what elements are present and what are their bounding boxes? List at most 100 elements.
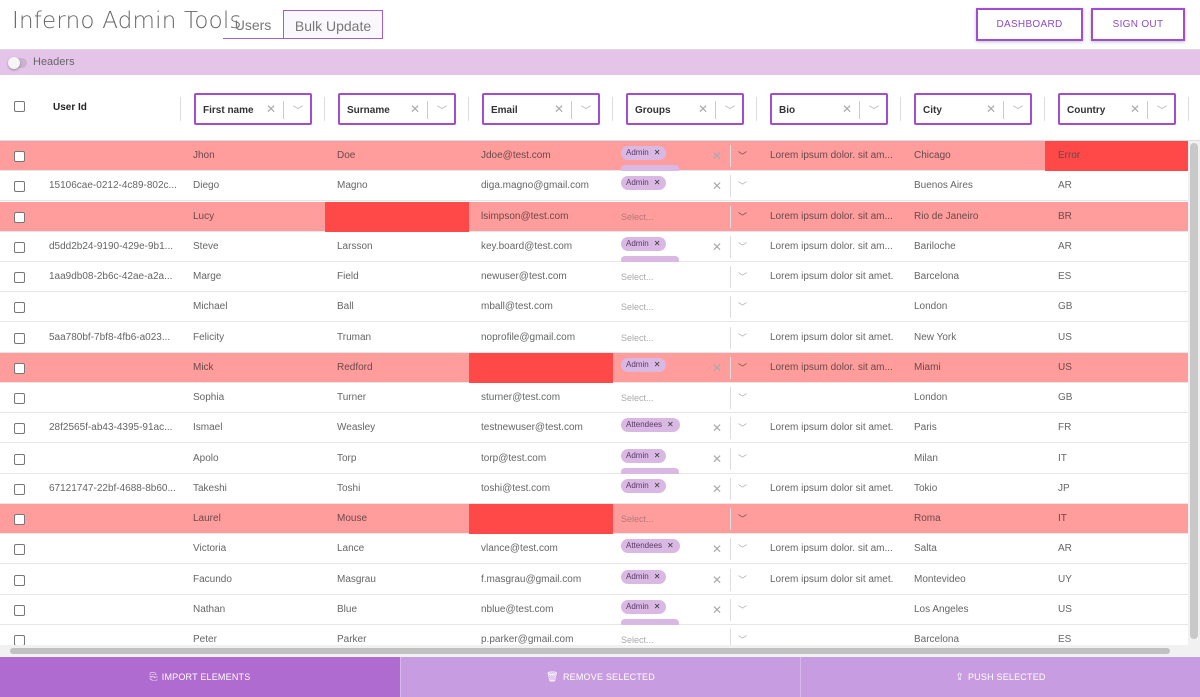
cell-bio[interactable]: Lorem ipsum dolor. sit am... [770, 362, 893, 373]
cell-bio[interactable]: Lorem ipsum dolor. sit am... [770, 543, 893, 554]
cell-city[interactable]: Tokio [914, 483, 938, 494]
cell-surname[interactable]: Field [337, 271, 359, 282]
cell-first-name[interactable]: Mick [193, 362, 214, 373]
cell-groups[interactable]: Admin ✕ ✕ [613, 171, 730, 201]
remove-chip-icon[interactable]: ✕ [667, 541, 674, 550]
cell-first-name[interactable]: Lucy [193, 211, 215, 222]
clear-icon[interactable]: ✕ [697, 102, 708, 116]
clear-icon[interactable]: ✕ [712, 179, 723, 193]
table-row[interactable]: Peter Parker p.parker@gmail.com Select... ﹀ B… [0, 625, 1188, 645]
chevron-down-icon[interactable]: ﹀ [738, 272, 748, 282]
cell-first-name[interactable]: Jhon [193, 150, 215, 161]
cell-groups[interactable]: Select... [613, 323, 730, 353]
chevron-down-icon[interactable]: ﹀ [738, 181, 748, 191]
cell-city[interactable]: Barcelona [914, 271, 960, 282]
cell-country[interactable]: US [1058, 604, 1072, 615]
table-row[interactable]: Victoria Lance vlance@test.com Attendees ✕ ✕ ﹀… [0, 534, 1188, 564]
cell-city[interactable]: Rio de Janeiro [914, 211, 979, 222]
select-all-checkbox[interactable] [14, 101, 25, 112]
clear-icon[interactable]: ✕ [712, 573, 723, 587]
chevron-down-icon[interactable]: ﹀ [738, 363, 748, 373]
cell-surname[interactable]: Ball [337, 301, 354, 312]
cell-bio[interactable]: Lorem ipsum dolor sit amet. [770, 483, 894, 494]
cell-groups[interactable]: Admin ✕ ✕ [613, 444, 730, 474]
cell-city[interactable]: Bariloche [914, 241, 956, 252]
cell-surname[interactable]: Redford [337, 362, 373, 373]
cell-first-name[interactable]: Sophia [193, 392, 225, 403]
scrollbar-thumb[interactable] [1190, 143, 1198, 639]
cell-bio[interactable]: Lorem ipsum dolor sit amet. [770, 422, 894, 433]
clear-icon[interactable]: ✕ [712, 603, 723, 617]
push-selected-button[interactable]: ⇪ PUSH SELECTED [800, 657, 1200, 697]
cell-bio[interactable]: Lorem ipsum dolor. sit am... [770, 211, 893, 222]
filter-email[interactable]: Email ✕ ﹀ [482, 93, 600, 125]
chevron-down-icon[interactable]: ﹀ [738, 242, 748, 252]
cell-city[interactable]: Salta [914, 543, 937, 554]
cell-email[interactable]: sturner@test.com [481, 392, 561, 403]
cell-country[interactable]: FR [1058, 422, 1072, 433]
cell-first-name[interactable]: Felicity [193, 332, 225, 343]
table-row[interactable]: Jhon Doe Jdoe@test.com Admin ✕ ✕ ﹀ Lorem ipsum … [0, 141, 1188, 171]
tab-bulk-update[interactable]: Bulk Update [283, 10, 383, 39]
chevron-down-icon[interactable]: ﹀ [725, 106, 735, 117]
cell-groups[interactable]: Admin ✕ ✕ [613, 232, 730, 262]
remove-chip-icon[interactable]: ✕ [653, 360, 661, 369]
filter-surname[interactable]: Surname ✕ ﹀ [338, 93, 456, 125]
cell-surname[interactable]: Magno [337, 180, 368, 191]
cell-country[interactable]: AR [1058, 241, 1072, 252]
cell-surname[interactable]: Weasley [337, 422, 376, 433]
cell-first-name[interactable]: Ismael [193, 422, 223, 433]
table-row[interactable]: Sophia Turner sturner@test.com Select... ﹀ Lo… [0, 383, 1188, 413]
table-row[interactable]: Michael Ball mball@test.com Select... ﹀ Londo… [0, 292, 1188, 322]
table-row[interactable]: 28f2565f-ab43-4395-91ac... Ismael Weasley t… [0, 413, 1188, 443]
cell-first-name[interactable]: Peter [193, 634, 217, 645]
cell-city[interactable]: Miami [914, 362, 941, 373]
cell-first-name[interactable]: Steve [193, 241, 219, 252]
clear-icon[interactable]: ✕ [712, 240, 723, 254]
import-elements-button[interactable]: ⎘ IMPORT ELEMENTS [0, 657, 400, 697]
cell-email[interactable]: testnewuser@test.com [481, 422, 583, 433]
row-checkbox[interactable] [14, 484, 25, 495]
cell-surname[interactable]: Mouse [337, 513, 368, 524]
cell-city[interactable]: Paris [914, 422, 937, 433]
cell-bio[interactable] [770, 292, 898, 322]
cell-country[interactable]: US [1058, 362, 1072, 373]
cell-city[interactable]: Barcelona [914, 634, 960, 645]
cell-first-name[interactable]: Diego [193, 180, 220, 191]
cell-country[interactable]: IT [1058, 453, 1067, 464]
remove-chip-icon[interactable]: ✕ [653, 239, 661, 248]
cell-email[interactable]: key.board@test.com [481, 241, 573, 252]
cell-surname[interactable]: Truman [337, 332, 372, 343]
chevron-down-icon[interactable]: ﹀ [293, 106, 303, 117]
remove-chip-icon[interactable]: ✕ [653, 178, 661, 187]
row-checkbox[interactable] [14, 181, 25, 192]
cell-city[interactable]: Buenos Aires [914, 180, 973, 191]
table-row[interactable]: 15106cae-0212-4c89-802c... Diego Magno diga… [0, 171, 1188, 201]
row-checkbox[interactable] [14, 635, 25, 645]
table-row[interactable]: Nathan Blue nblue@test.com Admin ✕ ✕ ﹀ Los Ange… [0, 595, 1188, 625]
chevron-down-icon[interactable]: ﹀ [581, 106, 591, 117]
row-checkbox[interactable] [14, 454, 25, 465]
table-row[interactable]: Apolo Torp torp@test.com Admin ✕ ✕ ﹀ Milan IT [0, 444, 1188, 474]
cell-groups[interactable]: Select... [613, 383, 730, 413]
cell-groups[interactable]: Select... [613, 202, 730, 232]
cell-groups[interactable]: Admin ✕ ✕ [613, 474, 730, 504]
cell-first-name[interactable]: Apolo [193, 453, 219, 464]
cell-country[interactable]: AR [1058, 543, 1072, 554]
cell-city[interactable]: Roma [914, 513, 941, 524]
cell-city[interactable]: London [914, 301, 948, 312]
chevron-down-icon[interactable]: ﹀ [1157, 106, 1167, 117]
cell-country[interactable]: BR [1058, 211, 1072, 222]
cell-city[interactable]: Chicago [914, 150, 951, 161]
clear-icon[interactable]: ✕ [265, 102, 276, 116]
row-checkbox[interactable] [14, 363, 25, 374]
clear-icon[interactable]: ✕ [985, 102, 996, 116]
clear-icon[interactable]: ✕ [712, 361, 723, 375]
chevron-down-icon[interactable]: ﹀ [738, 484, 748, 494]
clear-icon[interactable]: ✕ [712, 542, 723, 556]
clear-icon[interactable]: ✕ [841, 102, 852, 116]
table-row[interactable]: 1aa9db08-2b6c-42ae-a2a... Marge Field newus… [0, 262, 1188, 292]
clear-icon[interactable]: ✕ [1129, 102, 1140, 116]
cell-city[interactable]: Montevideo [914, 574, 966, 585]
cell-groups[interactable]: Select... [613, 625, 730, 645]
